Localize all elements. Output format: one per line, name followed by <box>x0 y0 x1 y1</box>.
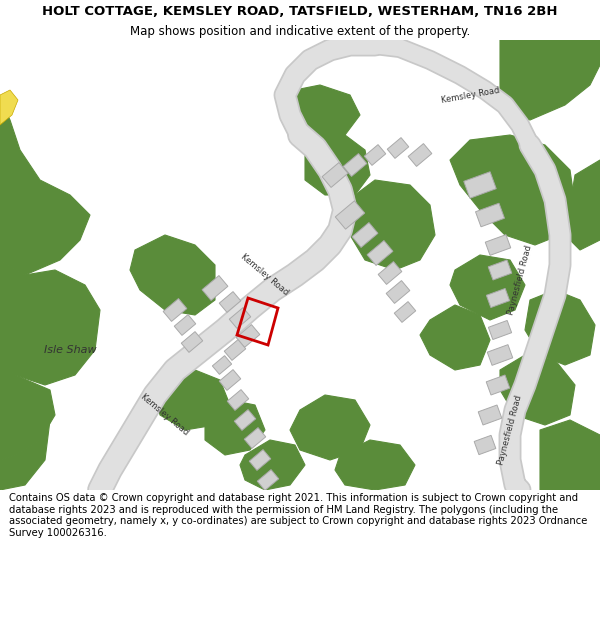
Polygon shape <box>212 356 232 374</box>
Polygon shape <box>219 292 241 312</box>
Polygon shape <box>486 375 510 395</box>
Polygon shape <box>0 90 18 125</box>
Polygon shape <box>257 469 279 491</box>
Polygon shape <box>163 299 187 321</box>
Text: Contains OS data © Crown copyright and database right 2021. This information is : Contains OS data © Crown copyright and d… <box>9 493 587 538</box>
Polygon shape <box>0 100 90 275</box>
Polygon shape <box>386 281 410 303</box>
Text: HOLT COTTAGE, KEMSLEY ROAD, TATSFIELD, WESTERHAM, TN16 2BH: HOLT COTTAGE, KEMSLEY ROAD, TATSFIELD, W… <box>42 5 558 18</box>
Polygon shape <box>305 135 370 195</box>
Polygon shape <box>219 369 241 391</box>
Polygon shape <box>364 144 386 166</box>
Polygon shape <box>229 308 251 328</box>
Polygon shape <box>0 420 50 490</box>
Polygon shape <box>0 355 55 460</box>
Polygon shape <box>244 428 266 448</box>
Polygon shape <box>488 321 512 339</box>
Polygon shape <box>450 255 525 320</box>
Polygon shape <box>335 440 415 490</box>
Text: Paynesfield Road: Paynesfield Road <box>496 394 524 466</box>
Polygon shape <box>500 40 600 120</box>
Polygon shape <box>155 370 230 430</box>
Polygon shape <box>378 262 402 284</box>
Polygon shape <box>540 420 600 490</box>
Polygon shape <box>174 314 196 336</box>
Polygon shape <box>464 172 496 198</box>
Polygon shape <box>205 400 265 455</box>
Polygon shape <box>474 436 496 454</box>
Polygon shape <box>487 344 513 366</box>
Polygon shape <box>478 405 502 425</box>
Polygon shape <box>525 290 595 365</box>
Polygon shape <box>350 180 435 270</box>
Polygon shape <box>322 162 348 188</box>
Polygon shape <box>476 203 505 227</box>
Polygon shape <box>485 234 511 256</box>
Polygon shape <box>343 154 367 176</box>
Polygon shape <box>488 260 512 280</box>
Polygon shape <box>234 409 256 431</box>
Polygon shape <box>249 449 271 471</box>
Text: Paynesfield Road: Paynesfield Road <box>506 244 533 316</box>
Polygon shape <box>450 135 575 245</box>
Polygon shape <box>240 440 305 490</box>
Polygon shape <box>130 235 215 315</box>
Polygon shape <box>367 241 393 266</box>
Polygon shape <box>202 276 228 301</box>
Text: Kemsley Road: Kemsley Road <box>440 86 500 104</box>
Polygon shape <box>487 289 509 308</box>
Polygon shape <box>0 260 100 385</box>
Polygon shape <box>352 222 378 248</box>
Polygon shape <box>500 355 575 425</box>
Polygon shape <box>565 160 600 250</box>
Polygon shape <box>387 138 409 158</box>
Text: Map shows position and indicative extent of the property.: Map shows position and indicative extent… <box>130 25 470 38</box>
Polygon shape <box>236 324 260 348</box>
Polygon shape <box>420 305 490 370</box>
Polygon shape <box>394 302 416 322</box>
Polygon shape <box>335 201 365 229</box>
Text: Kemsley Road: Kemsley Road <box>239 253 290 298</box>
Polygon shape <box>408 144 432 166</box>
Polygon shape <box>280 85 360 140</box>
Polygon shape <box>227 389 249 411</box>
Text: Isle Shaw: Isle Shaw <box>44 345 97 355</box>
Polygon shape <box>224 339 246 361</box>
Polygon shape <box>290 395 370 460</box>
Polygon shape <box>181 332 203 352</box>
Text: Kemsley Road: Kemsley Road <box>139 392 191 438</box>
